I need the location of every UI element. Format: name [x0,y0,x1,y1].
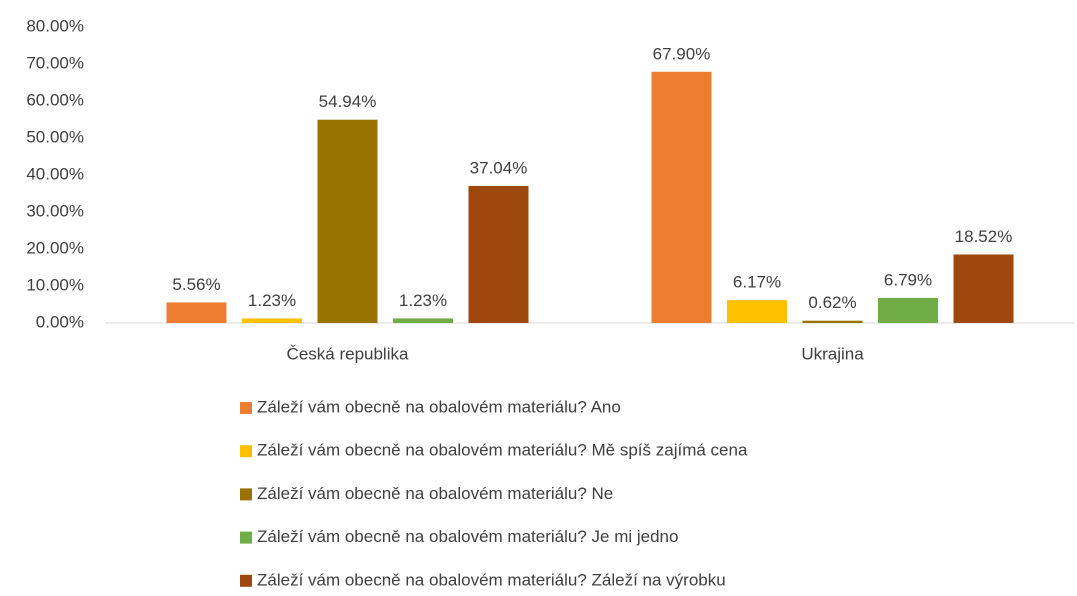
data-label: 6.79% [884,270,932,289]
x-tick-label: Česká republika [287,344,409,363]
y-tick-label: 40.00% [26,164,84,183]
legend-swatch [240,488,252,501]
data-label: 1.23% [399,291,447,310]
data-label: 37.04% [470,158,528,177]
legend-label: Záleží vám obecně na obalovém materiálu?… [257,441,748,460]
bar [802,320,863,323]
data-label: 5.56% [172,275,220,294]
bar [166,302,227,323]
legend-label: Záleží vám obecně na obalovém materiálu?… [257,484,613,503]
bar [953,254,1014,323]
data-label: 6.17% [733,273,781,292]
y-tick-label: 10.00% [26,275,84,294]
data-label: 54.94% [319,92,377,111]
legend-swatch [240,445,252,458]
y-tick-label: 30.00% [26,201,84,220]
bar [468,185,529,323]
bar [317,119,378,323]
bar [393,318,453,323]
data-label: 18.52% [955,227,1013,246]
legend-label: Záleží vám obecně na obalovém materiálu?… [257,527,678,546]
legend-swatch [240,402,252,414]
legend-swatch [240,574,252,587]
bar [727,300,787,323]
data-label: 0.62% [808,293,856,312]
y-tick-label: 60.00% [26,90,84,109]
bar [878,297,938,323]
y-tick-label: 80.00% [26,16,84,35]
legend-label: Záleží vám obecně na obalovém materiálu?… [257,570,726,589]
bar [651,71,712,324]
y-tick-label: 20.00% [26,238,84,257]
legend-swatch [240,531,252,544]
y-tick-label: 0.00% [36,312,84,331]
legend-label: Záleží vám obecně na obalovém materiálu?… [257,397,621,416]
data-label: 67.90% [653,44,711,63]
y-tick-label: 50.00% [26,127,84,146]
data-label: 1.23% [248,291,296,310]
x-tick-label: Ukrajina [801,344,864,363]
bar [242,318,302,323]
y-tick-label: 70.00% [26,53,84,72]
